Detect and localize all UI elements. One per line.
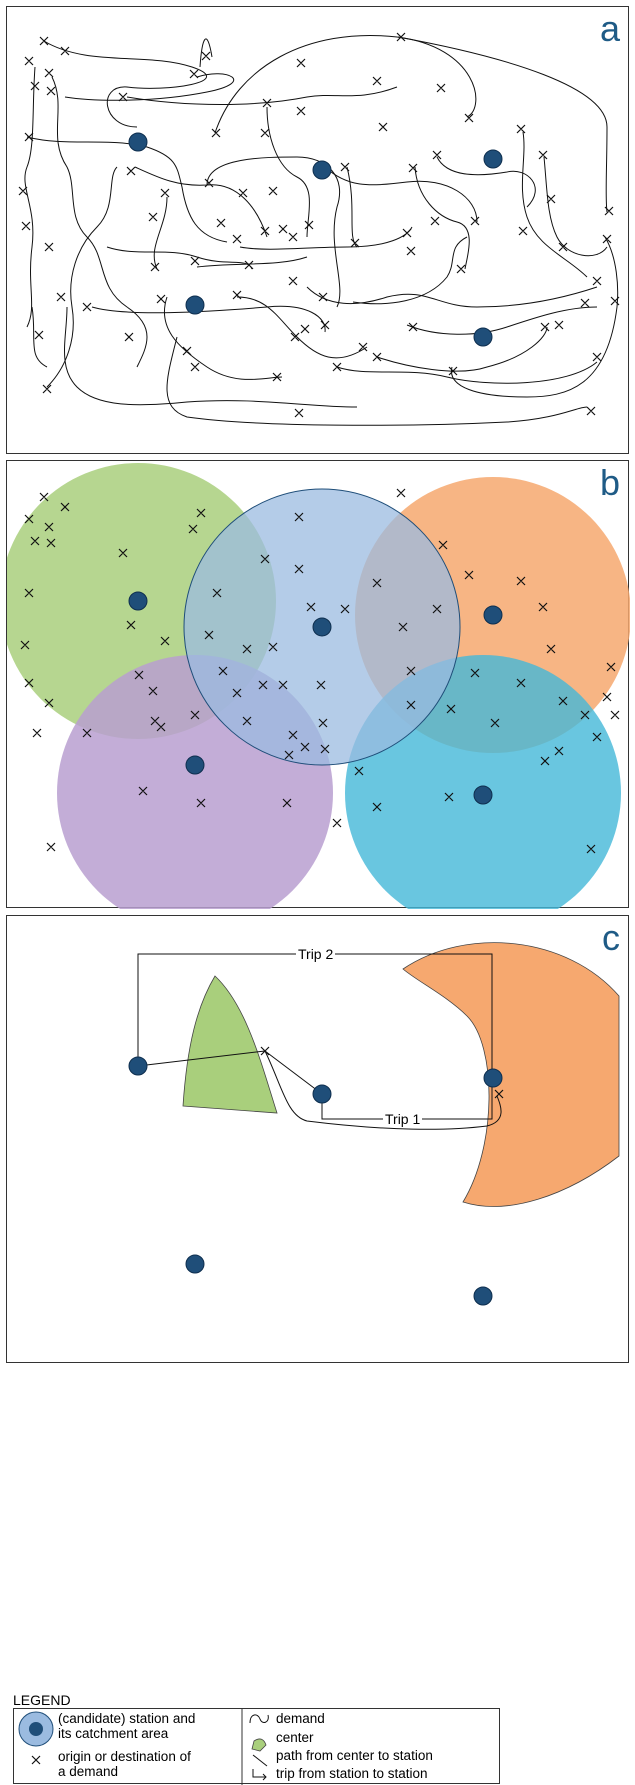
station-marker <box>473 327 493 347</box>
demand-path <box>264 1050 502 1130</box>
legend-station-label-2: its catchment area <box>58 1726 169 1741</box>
demand-path <box>450 236 619 398</box>
station-marker <box>185 755 205 775</box>
legend-demand-icon <box>249 1714 269 1724</box>
legend-od-label-2: a demand <box>58 1764 119 1779</box>
demand-path <box>64 73 235 101</box>
demand-path <box>406 306 598 335</box>
panel-b-catchment-areas: b <box>6 460 630 909</box>
demand-path <box>153 196 168 270</box>
demand-path <box>414 166 470 270</box>
green-center-wedge <box>182 975 278 1114</box>
legend-center-label: center <box>276 1730 314 1745</box>
path-center-to-station <box>264 1050 323 1095</box>
legend-od-label-1: origin or destination of <box>58 1749 191 1764</box>
panel-a-canvas <box>18 32 620 426</box>
path-center-to-station <box>137 1050 266 1067</box>
demand-path <box>43 40 208 128</box>
panel-label-a: a <box>599 8 620 49</box>
demand-path <box>199 38 213 68</box>
demand-path <box>126 86 398 105</box>
demand-path <box>24 66 36 328</box>
station-markers <box>128 591 503 805</box>
od-x-marker <box>260 1046 504 1099</box>
legend-path-label: path from center to station <box>276 1748 433 1763</box>
legend-trip-icon <box>252 1769 267 1781</box>
station-marker <box>128 591 148 611</box>
demand-path <box>64 306 358 408</box>
station-markers <box>128 1056 503 1306</box>
station-marker <box>473 1286 493 1306</box>
station-marker <box>483 1068 503 1088</box>
od-markers <box>18 32 620 418</box>
catchment-areas <box>7 463 630 909</box>
legend-demand-label: demand <box>276 1711 325 1726</box>
panel-a-demand-network: a <box>6 6 629 454</box>
legend-station-icon <box>18 1711 54 1747</box>
station-marker <box>128 132 148 152</box>
demand-path <box>543 156 608 257</box>
station-marker <box>312 160 332 180</box>
station-marker <box>312 1084 332 1104</box>
legend: (candidate) station and its catchment ar… <box>13 1708 500 1785</box>
station-marker <box>128 1056 148 1076</box>
trip-1-label: Trip 1 <box>383 1111 423 1127</box>
demand-path <box>521 131 588 278</box>
demand-path <box>134 166 268 238</box>
panel-label-c: c <box>602 917 620 958</box>
demand-path <box>91 305 326 333</box>
demand-path <box>46 166 118 388</box>
demand-path <box>206 156 341 308</box>
station-marker <box>312 617 332 637</box>
demand-path <box>397 36 608 213</box>
legend-od-x-icon <box>31 1755 41 1765</box>
demand-path <box>236 296 368 359</box>
demand-path <box>436 156 536 208</box>
demand-path <box>163 296 283 380</box>
station-marker <box>473 785 493 805</box>
demand-path <box>306 286 598 308</box>
station-markers <box>128 132 503 347</box>
demand-path <box>106 246 253 270</box>
demand-path <box>336 361 598 384</box>
demand-path <box>352 236 468 305</box>
demand-path <box>214 35 477 134</box>
station-marker <box>483 605 503 625</box>
demand-path <box>376 326 548 372</box>
demand-path <box>324 166 478 223</box>
demand-path <box>239 226 413 250</box>
panel-b-canvas <box>7 463 630 909</box>
orange-center-wedge <box>402 942 620 1207</box>
demand-path <box>26 136 228 243</box>
od-x-marker <box>20 488 620 854</box>
demand-path <box>31 306 48 368</box>
station-marker <box>185 1254 205 1274</box>
legend-title: LEGEND <box>13 1692 71 1708</box>
demand-path <box>346 166 358 248</box>
od-markers <box>260 1046 504 1099</box>
panel-c-canvas <box>128 942 620 1306</box>
demand-path <box>266 106 310 238</box>
demand-path <box>51 76 148 368</box>
od-markers <box>20 488 620 854</box>
legend-path-icon <box>252 1754 268 1767</box>
panel-c-trip-example: Trip 2 Trip 1 c LEGEND (candidate) stati… <box>6 915 629 1785</box>
legend-center-icon <box>251 1738 267 1752</box>
station-marker <box>483 149 503 169</box>
trip-2-label: Trip 2 <box>296 946 336 962</box>
legend-trip-label: trip from station to station <box>276 1766 428 1781</box>
station-marker <box>185 295 205 315</box>
legend-station-label-1: (candidate) station and <box>58 1711 196 1726</box>
panel-label-b: b <box>599 462 620 503</box>
demand-path <box>166 336 588 426</box>
demand-path <box>196 256 308 268</box>
od-x-marker <box>18 32 620 418</box>
